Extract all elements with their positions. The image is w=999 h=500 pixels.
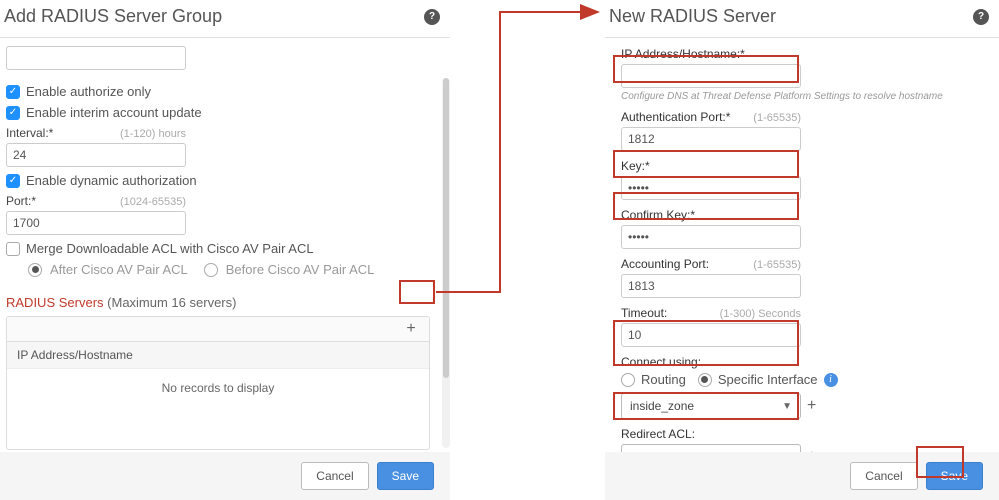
timeout-field: Timeout: (1-300) Seconds (621, 306, 987, 347)
authorize-only-checkbox[interactable] (6, 85, 20, 99)
specific-interface-label: Specific Interface (718, 372, 818, 387)
interim-update-row: Enable interim account update (6, 105, 444, 120)
authorize-only-row: Enable authorize only (6, 84, 444, 99)
acl-before-label: Before Cisco AV Pair ACL (226, 262, 375, 277)
merge-acl-row: Merge Downloadable ACL with Cisco AV Pai… (6, 241, 444, 256)
table-header-cell: IP Address/Hostname (7, 342, 429, 369)
redirect-label: Redirect ACL: (621, 427, 987, 441)
cancel-button[interactable]: Cancel (301, 462, 368, 490)
port-label: Port:* (6, 194, 36, 208)
table-body: No records to display (7, 369, 429, 449)
merge-acl-label: Merge Downloadable ACL with Cisco AV Pai… (26, 241, 314, 256)
acct-port-input[interactable] (621, 274, 801, 298)
connect-label: Connect using: (621, 355, 987, 369)
acl-after-label: After Cisco AV Pair ACL (50, 262, 188, 277)
ip-label: IP Address/Hostname:* (621, 47, 987, 61)
ip-input[interactable] (621, 64, 801, 88)
scrollbar[interactable] (442, 78, 450, 448)
panel-header: New RADIUS Server ? (605, 0, 999, 38)
panel-header: Add RADIUS Server Group ? (0, 0, 450, 38)
right-footer: Cancel Save (605, 452, 999, 500)
acct-port-label: Accounting Port: (621, 257, 709, 271)
timeout-label: Timeout: (621, 306, 667, 320)
key-input[interactable] (621, 176, 801, 200)
auth-port-field: Authentication Port:* (1-65535) (621, 110, 987, 151)
ip-field: IP Address/Hostname:* Configure DNS at T… (621, 47, 987, 102)
help-icon[interactable]: ? (973, 9, 989, 25)
interface-select[interactable]: inside_zone ▼ (621, 393, 801, 419)
authorize-only-label: Enable authorize only (26, 84, 151, 99)
interface-select-value: inside_zone (630, 399, 694, 413)
table-toolbar: + (7, 317, 429, 342)
interval-label: Interval:* (6, 126, 53, 140)
acct-port-hint: (1-65535) (753, 259, 801, 271)
table-empty-text: No records to display (162, 381, 275, 395)
interim-update-label: Enable interim account update (26, 105, 202, 120)
panel-body: Enable authorize only Enable interim acc… (0, 38, 450, 454)
group-name-input[interactable] (6, 46, 186, 70)
panel-body: IP Address/Hostname:* Configure DNS at T… (605, 38, 999, 482)
dynamic-auth-checkbox[interactable] (6, 174, 20, 188)
key-label: Key:* (621, 159, 987, 173)
new-radius-server-panel: New RADIUS Server ? IP Address/Hostname:… (605, 0, 999, 500)
acl-after-radio[interactable] (28, 263, 42, 277)
auth-port-label: Authentication Port:* (621, 110, 730, 124)
routing-radio[interactable] (621, 373, 635, 387)
save-button[interactable]: Save (926, 462, 983, 490)
acl-before-radio[interactable] (204, 263, 218, 277)
servers-section-title: RADIUS Servers (Maximum 16 servers) (6, 295, 444, 310)
add-radius-group-panel: Add RADIUS Server Group ? Enable authori… (0, 0, 450, 500)
left-footer: Cancel Save (0, 452, 450, 500)
key-field: Key:* (621, 159, 987, 200)
cancel-button[interactable]: Cancel (850, 462, 917, 490)
confirm-key-label: Confirm Key:* (621, 208, 987, 222)
acl-order-row: After Cisco AV Pair ACL Before Cisco AV … (28, 262, 444, 277)
port-hint: (1024-65535) (120, 196, 186, 208)
dynamic-auth-row: Enable dynamic authorization (6, 173, 444, 188)
interval-input[interactable] (6, 143, 186, 167)
dns-hint: Configure DNS at Threat Defense Platform… (621, 91, 987, 102)
chevron-down-icon: ▼ (782, 401, 792, 412)
connect-field: Connect using: Routing Specific Interfac… (621, 355, 987, 419)
info-icon[interactable]: i (824, 373, 838, 387)
servers-title-text: RADIUS Servers (6, 295, 104, 310)
timeout-hint: (1-300) Seconds (720, 308, 801, 320)
routing-label: Routing (641, 372, 686, 387)
auth-port-hint: (1-65535) (753, 112, 801, 124)
add-interface-button[interactable]: + (807, 397, 816, 415)
confirm-key-input[interactable] (621, 225, 801, 249)
port-input[interactable] (6, 211, 186, 235)
servers-hint: (Maximum 16 servers) (107, 295, 236, 310)
connect-options: Routing Specific Interface i (621, 372, 987, 387)
save-button[interactable]: Save (377, 462, 434, 490)
panel-title: Add RADIUS Server Group (4, 6, 222, 27)
specific-interface-radio[interactable] (698, 373, 712, 387)
timeout-input[interactable] (621, 323, 801, 347)
auth-port-input[interactable] (621, 127, 801, 151)
servers-table: + IP Address/Hostname No records to disp… (6, 316, 430, 450)
help-icon[interactable]: ? (424, 9, 440, 25)
confirm-key-field: Confirm Key:* (621, 208, 987, 249)
port-field: Port:* (1024-65535) (6, 194, 444, 235)
interval-hint: (1-120) hours (120, 128, 186, 140)
add-server-button[interactable]: + (393, 317, 429, 341)
panel-title: New RADIUS Server (609, 6, 776, 27)
dynamic-auth-label: Enable dynamic authorization (26, 173, 197, 188)
merge-acl-checkbox[interactable] (6, 242, 20, 256)
interim-update-checkbox[interactable] (6, 106, 20, 120)
interval-field: Interval:* (1-120) hours (6, 126, 444, 167)
acct-port-field: Accounting Port: (1-65535) (621, 257, 987, 298)
